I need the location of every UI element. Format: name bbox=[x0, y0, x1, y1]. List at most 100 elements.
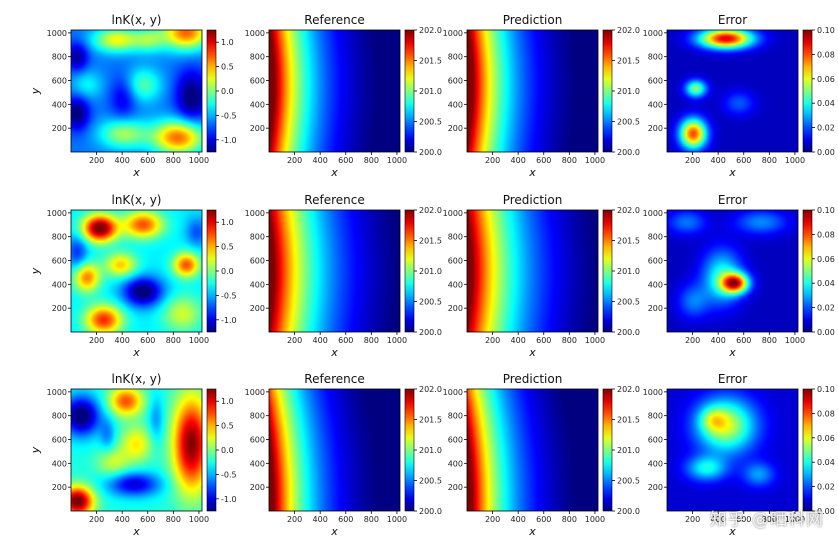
heatmap-image bbox=[71, 210, 202, 332]
panel-3: Error 200 400 600 800 1000 200 400 600 800 1000 x 0.… bbox=[643, 13, 835, 179]
y-tick-label: 400 bbox=[648, 100, 663, 109]
colorbar-tick-label: 200.5 bbox=[617, 298, 640, 307]
y-tick-label: 600 bbox=[52, 77, 67, 86]
x-tick-label: 800 bbox=[364, 515, 379, 524]
colorbar bbox=[206, 209, 217, 333]
colorbar-tick-label: 200.0 bbox=[617, 328, 640, 337]
heatmap-image bbox=[667, 30, 798, 152]
y-tick-label: 600 bbox=[448, 257, 463, 266]
colorbar-tick-label: 0.5 bbox=[221, 243, 234, 252]
colorbar bbox=[602, 29, 613, 153]
y-tick-label: 600 bbox=[648, 436, 663, 445]
panel-title: Prediction bbox=[503, 13, 563, 27]
colorbar-tick-label: 0.00 bbox=[817, 328, 835, 337]
x-tick-label: 200 bbox=[485, 156, 500, 165]
y-tick-label: 1000 bbox=[443, 388, 463, 397]
colorbar-tick-label: 202.0 bbox=[617, 206, 640, 215]
colorbar-tick-label: 0.00 bbox=[817, 507, 835, 516]
y-tick-label: 200 bbox=[648, 124, 663, 133]
panel-title: lnK(x, y) bbox=[111, 193, 161, 207]
colorbar-tick-label: 201.5 bbox=[419, 57, 442, 66]
x-tick-label: 1000 bbox=[585, 515, 605, 524]
panel-6: Prediction 200 400 600 800 1000 200 400 600 800 10… bbox=[443, 193, 640, 359]
x-tick-label: 600 bbox=[140, 156, 155, 165]
colorbar-tick-label: 0.10 bbox=[817, 385, 835, 394]
x-axis-label: x bbox=[132, 166, 140, 179]
y-tick-label: 800 bbox=[648, 412, 663, 421]
x-tick-label: 800 bbox=[562, 515, 577, 524]
y-tick-label: 600 bbox=[52, 257, 67, 266]
x-tick-label: 400 bbox=[511, 515, 526, 524]
y-tick-label: 1000 bbox=[47, 209, 67, 218]
colorbar-tick-label: -0.5 bbox=[221, 111, 237, 120]
x-tick-label: 1000 bbox=[387, 156, 407, 165]
x-tick-label: 400 bbox=[511, 336, 526, 345]
colorbar-tick-label: 202.0 bbox=[419, 26, 442, 35]
x-tick-label: 800 bbox=[166, 515, 181, 524]
plot-frame bbox=[70, 29, 203, 153]
x-tick-label: 400 bbox=[115, 336, 130, 345]
x-tick-label: 400 bbox=[711, 156, 726, 165]
heatmap-image bbox=[467, 210, 598, 332]
colorbar-tick-label: 0.02 bbox=[817, 124, 835, 133]
colorbar bbox=[206, 388, 217, 512]
y-tick-label: 400 bbox=[448, 100, 463, 109]
watermark-text: 知乎 @晒科网 bbox=[709, 510, 824, 530]
heatmap-image bbox=[71, 30, 202, 152]
y-tick-label: 400 bbox=[448, 459, 463, 468]
x-tick-label: 1000 bbox=[585, 336, 605, 345]
colorbar-tick-label: 200.5 bbox=[617, 477, 640, 486]
x-tick-label: 600 bbox=[736, 156, 751, 165]
x-axis-label: x bbox=[728, 346, 736, 359]
x-tick-label: 400 bbox=[313, 336, 328, 345]
y-axis-label: y bbox=[29, 446, 42, 454]
y-axis-label: y bbox=[29, 87, 42, 95]
x-tick-label: 200 bbox=[287, 515, 302, 524]
plot-frame bbox=[666, 388, 799, 512]
colorbar bbox=[602, 388, 613, 512]
x-tick-label: 200 bbox=[89, 336, 104, 345]
y-tick-label: 400 bbox=[52, 100, 67, 109]
x-tick-label: 1000 bbox=[785, 156, 805, 165]
y-tick-label: 800 bbox=[648, 53, 663, 62]
x-tick-label: 800 bbox=[762, 156, 777, 165]
x-tick-label: 600 bbox=[140, 515, 155, 524]
plot-frame bbox=[70, 388, 203, 512]
y-tick-label: 600 bbox=[648, 257, 663, 266]
x-tick-label: 1000 bbox=[189, 336, 209, 345]
panel-0: lnK(x, y) 200 400 600 800 1000 200 400 600 800 100… bbox=[29, 13, 237, 179]
colorbar-tick-label: 200.0 bbox=[419, 507, 442, 516]
y-tick-label: 400 bbox=[250, 100, 265, 109]
panel-9: Reference 200 400 600 800 1000 200 400 600 800 100… bbox=[245, 372, 442, 538]
y-tick-label: 400 bbox=[648, 459, 663, 468]
x-tick-label: 1000 bbox=[387, 515, 407, 524]
panel-11: Error 200 400 600 800 1000 200 400 600 800 1000 x 0.… bbox=[643, 372, 835, 538]
colorbar-tick-label: 200.5 bbox=[419, 118, 442, 127]
colorbar-tick-label: 1.0 bbox=[221, 38, 234, 47]
y-tick-label: 200 bbox=[52, 124, 67, 133]
panel-title: Reference bbox=[304, 13, 364, 27]
colorbar-tick-label: 201.0 bbox=[617, 87, 640, 96]
colorbar-tick-label: -0.5 bbox=[221, 470, 237, 479]
colorbar-tick-label: 0.02 bbox=[817, 304, 835, 313]
colorbar-tick-label: 0.08 bbox=[817, 50, 835, 59]
colorbar-tick-label: 202.0 bbox=[617, 385, 640, 394]
x-tick-label: 1000 bbox=[189, 515, 209, 524]
y-tick-label: 600 bbox=[648, 77, 663, 86]
x-tick-label: 1000 bbox=[387, 336, 407, 345]
panel-title: Error bbox=[718, 13, 747, 27]
y-tick-label: 600 bbox=[52, 436, 67, 445]
colorbar-tick-label: 0.10 bbox=[817, 206, 835, 215]
x-axis-label: x bbox=[528, 166, 536, 179]
y-tick-label: 1000 bbox=[245, 29, 265, 38]
plot-frame bbox=[666, 209, 799, 333]
y-tick-label: 600 bbox=[250, 77, 265, 86]
plot-frame bbox=[268, 29, 401, 153]
colorbar-tick-label: 0.04 bbox=[817, 99, 835, 108]
panel-title: Error bbox=[718, 372, 747, 386]
x-axis-label: x bbox=[728, 525, 736, 538]
colorbar bbox=[802, 29, 813, 153]
colorbar-tick-label: 0.00 bbox=[817, 148, 835, 157]
y-tick-label: 1000 bbox=[643, 388, 663, 397]
x-tick-label: 200 bbox=[287, 156, 302, 165]
